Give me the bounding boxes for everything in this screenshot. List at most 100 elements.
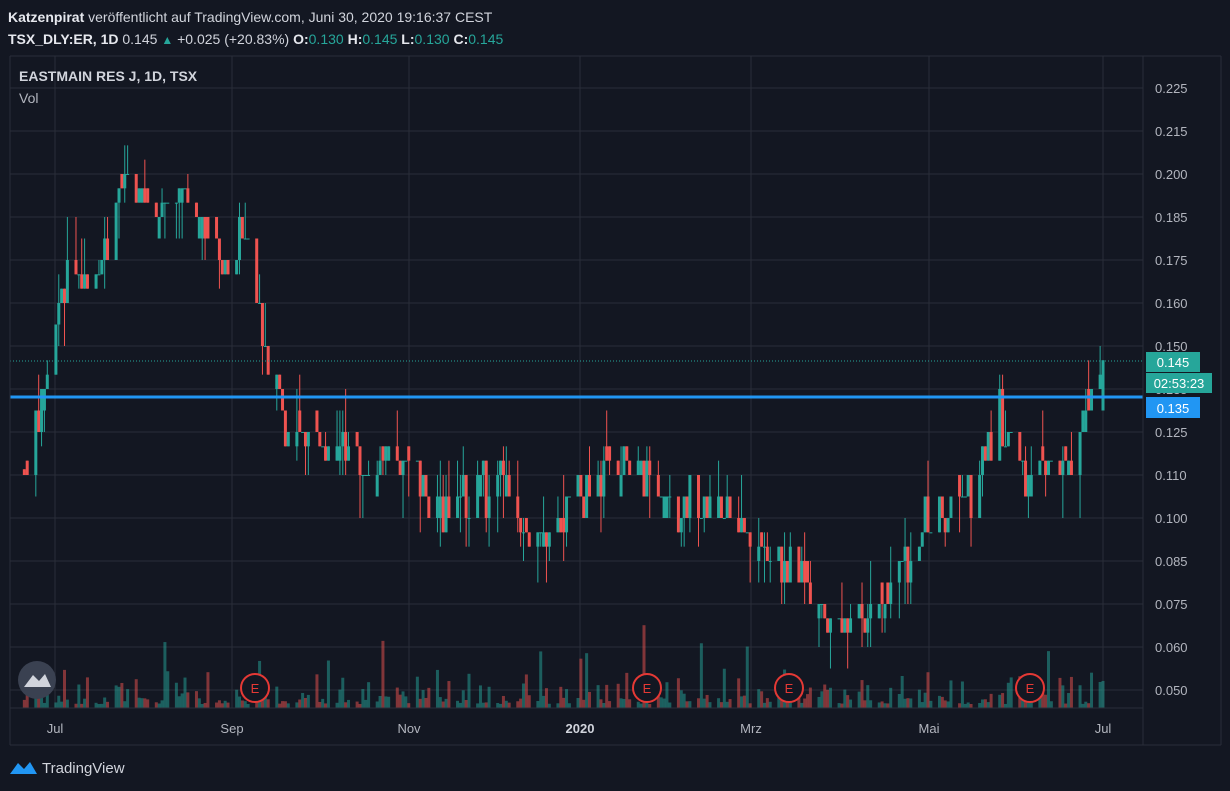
candle-body <box>656 475 660 497</box>
volume-bar <box>42 702 46 708</box>
volume-bar <box>682 693 686 708</box>
volume-bar <box>665 682 669 708</box>
candle-body <box>123 174 127 189</box>
earnings-marker-icon[interactable]: E <box>632 673 662 703</box>
candle-body <box>197 217 201 239</box>
volume-bar <box>748 703 752 708</box>
candle-body <box>65 260 69 303</box>
volume-bar <box>407 703 411 708</box>
volume-bar <box>364 699 368 708</box>
volume-legend[interactable]: Vol <box>19 90 38 106</box>
volume-bar <box>398 694 402 708</box>
volume-bar <box>335 702 339 708</box>
earnings-marker-label: E <box>1026 681 1035 696</box>
volume-bar <box>395 687 399 708</box>
candle-body <box>183 188 187 190</box>
price-tick-label: 0.200 <box>1155 167 1188 182</box>
volume-bar <box>215 702 219 708</box>
candle-body <box>1058 460 1062 475</box>
candle-body <box>478 475 482 497</box>
volume-bar <box>582 699 586 708</box>
publish-header: Katzenpirat veröffentlicht auf TradingVi… <box>8 6 492 28</box>
volume-bar <box>240 700 244 708</box>
candle-body <box>106 238 110 260</box>
volume-bar <box>180 693 184 708</box>
volume-bar <box>542 695 546 708</box>
candle-body <box>1061 460 1065 475</box>
candle-body <box>355 432 359 447</box>
candle-body <box>146 188 150 203</box>
candle-body <box>547 532 551 547</box>
volume-bar <box>1058 677 1062 708</box>
volume-bar <box>869 700 873 708</box>
volume-bar <box>917 689 921 708</box>
volume-bar <box>1029 702 1033 708</box>
volume-bar <box>295 702 299 708</box>
volume-bar <box>1061 685 1065 708</box>
candle-body <box>978 475 982 518</box>
candle-body <box>381 446 385 461</box>
candle-body <box>398 460 402 475</box>
chart-grid <box>10 56 1143 708</box>
candle-body <box>648 460 652 475</box>
price-tick-label: 0.075 <box>1155 597 1188 612</box>
candle-body <box>341 432 345 447</box>
volume-bar <box>659 697 663 708</box>
candle-body <box>883 604 887 619</box>
volume-bar <box>137 697 141 708</box>
candle-body <box>496 475 500 497</box>
volume-bar <box>1090 672 1094 708</box>
candle-body <box>840 618 844 633</box>
volume-bar <box>281 701 285 708</box>
volume-bar <box>662 698 666 708</box>
candle-body <box>418 460 422 497</box>
candle-body <box>998 389 1002 461</box>
volume-bar <box>983 699 987 708</box>
candle-body <box>869 604 873 619</box>
candle-body <box>788 546 792 583</box>
volume-bar <box>567 703 571 708</box>
tradingview-footer[interactable]: TradingView <box>8 756 125 780</box>
volume-bar <box>900 675 904 708</box>
volume-bar <box>587 691 591 708</box>
symbol-label[interactable]: TSX_DLY:ER, 1D <box>8 31 119 47</box>
candle-body <box>295 432 299 447</box>
candle-body <box>519 518 523 533</box>
candle-body <box>900 561 904 562</box>
chart-legend-title[interactable]: EASTMAIN RES J, 1D, TSX <box>19 68 198 84</box>
candle-body <box>768 561 772 562</box>
volume-bar <box>768 701 772 708</box>
candle-body <box>556 518 560 533</box>
candle-body <box>719 496 723 518</box>
earnings-marker-icon[interactable]: E <box>774 673 804 703</box>
earnings-marker-icon[interactable]: E <box>1015 673 1045 703</box>
tradingview-logo-icon[interactable] <box>18 661 56 699</box>
candle-body <box>338 446 342 461</box>
candle-body <box>1049 460 1053 462</box>
volume-bar <box>679 690 683 708</box>
candle-body <box>728 496 732 518</box>
candle-body <box>415 460 419 462</box>
candle-body <box>298 410 302 432</box>
candle-body <box>387 446 391 461</box>
author-name[interactable]: Katzenpirat <box>8 9 85 25</box>
candle-body <box>421 475 425 497</box>
volume-bar <box>963 703 967 708</box>
candle-body <box>943 518 947 533</box>
candle-body <box>958 475 962 497</box>
time-label-mai: Mai <box>919 721 940 736</box>
high-label: H: <box>347 31 363 47</box>
candle-body <box>324 446 328 461</box>
candle-body <box>737 518 741 533</box>
volume-bar <box>85 677 89 708</box>
candle-body <box>981 446 985 475</box>
level-price-label: 0.135 <box>1157 401 1190 416</box>
candle-body <box>780 546 784 583</box>
tradingview-brand: TradingView <box>42 759 125 777</box>
candle-body <box>223 260 227 275</box>
volume-bar <box>34 693 38 708</box>
earnings-marker-icon[interactable]: E <box>240 673 270 703</box>
candle-body <box>863 618 867 633</box>
volume-bar <box>668 702 672 708</box>
